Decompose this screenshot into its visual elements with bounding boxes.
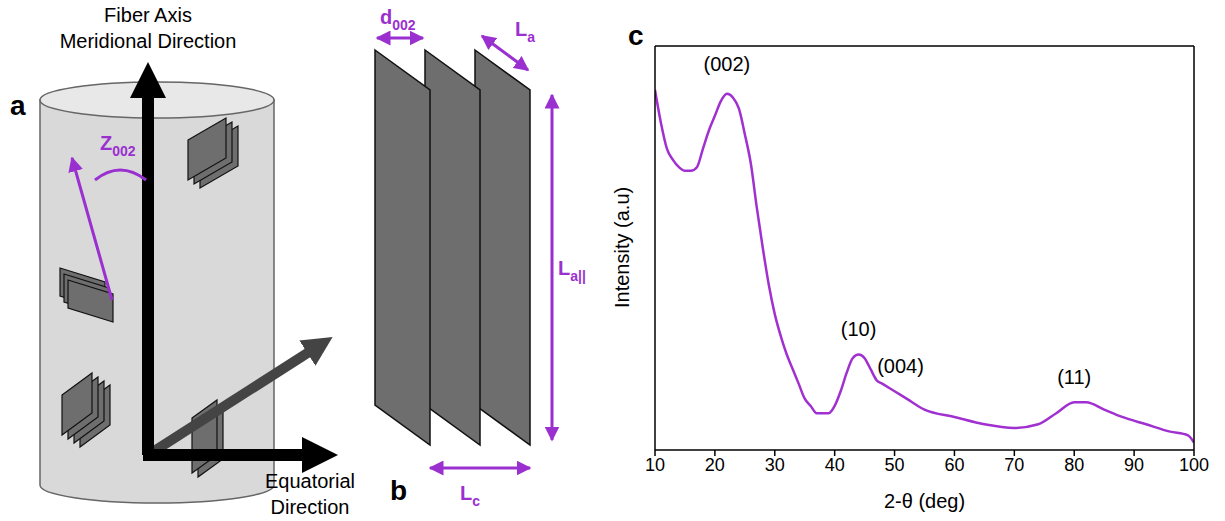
svg-text:60: 60 <box>944 455 964 475</box>
svg-text:b: b <box>390 475 407 506</box>
svg-text:Lc: Lc <box>460 482 480 509</box>
svg-text:20: 20 <box>705 455 725 475</box>
svg-text:(002): (002) <box>704 53 751 75</box>
svg-text:(10): (10) <box>841 318 877 340</box>
svg-text:(11): (11) <box>1057 366 1091 388</box>
svg-text:a: a <box>10 90 26 121</box>
svg-text:Equatorial: Equatorial <box>265 470 355 492</box>
svg-text:40: 40 <box>825 455 845 475</box>
svg-text:d002: d002 <box>380 6 416 33</box>
svg-text:100: 100 <box>1179 455 1209 475</box>
svg-text:Intensity (a.u): Intensity (a.u) <box>611 187 633 308</box>
svg-text:La||: La|| <box>558 257 586 284</box>
svg-text:70: 70 <box>1004 455 1024 475</box>
svg-text:10: 10 <box>645 455 665 475</box>
svg-text:90: 90 <box>1124 455 1144 475</box>
html-text:c: c <box>628 20 644 51</box>
svg-text:50: 50 <box>885 455 905 475</box>
svg-text:Meridional Direction: Meridional Direction <box>60 30 237 52</box>
svg-text:2-θ (deg): 2-θ (deg) <box>884 490 965 512</box>
svg-text:La: La <box>515 18 535 45</box>
svg-text:80: 80 <box>1064 455 1084 475</box>
svg-text:30: 30 <box>765 455 785 475</box>
svg-text:Direction: Direction <box>271 496 350 518</box>
svg-text:(004): (004) <box>877 355 924 377</box>
svg-text:Fiber Axis: Fiber Axis <box>104 4 192 26</box>
svg-text:Z002: Z002 <box>100 132 136 159</box>
